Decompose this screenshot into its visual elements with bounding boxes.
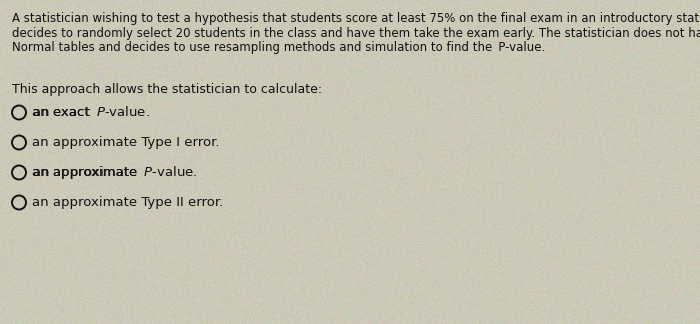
- Text: an exact: an exact: [32, 106, 97, 119]
- Text: an approximate  $P$-value.: an approximate $P$-value.: [32, 164, 197, 181]
- Text: decides to randomly select 20 students in the class and have them take the exam : decides to randomly select 20 students i…: [12, 27, 700, 40]
- Text: Normal tables and decides to use resampling methods and simulation to find the  : Normal tables and decides to use resampl…: [12, 41, 545, 54]
- Text: an approximate Type II error.: an approximate Type II error.: [32, 196, 223, 209]
- Text: an approximate Type I error.: an approximate Type I error.: [32, 136, 220, 149]
- Text: an exact  $P$-value.: an exact $P$-value.: [32, 106, 150, 120]
- Text: an approximate: an approximate: [32, 166, 144, 179]
- Text: This approach allows the statistician to calculate:: This approach allows the statistician to…: [12, 84, 322, 97]
- Text: A statistician wishing to test a hypothesis that students score at least 75% on : A statistician wishing to test a hypothe…: [12, 12, 700, 25]
